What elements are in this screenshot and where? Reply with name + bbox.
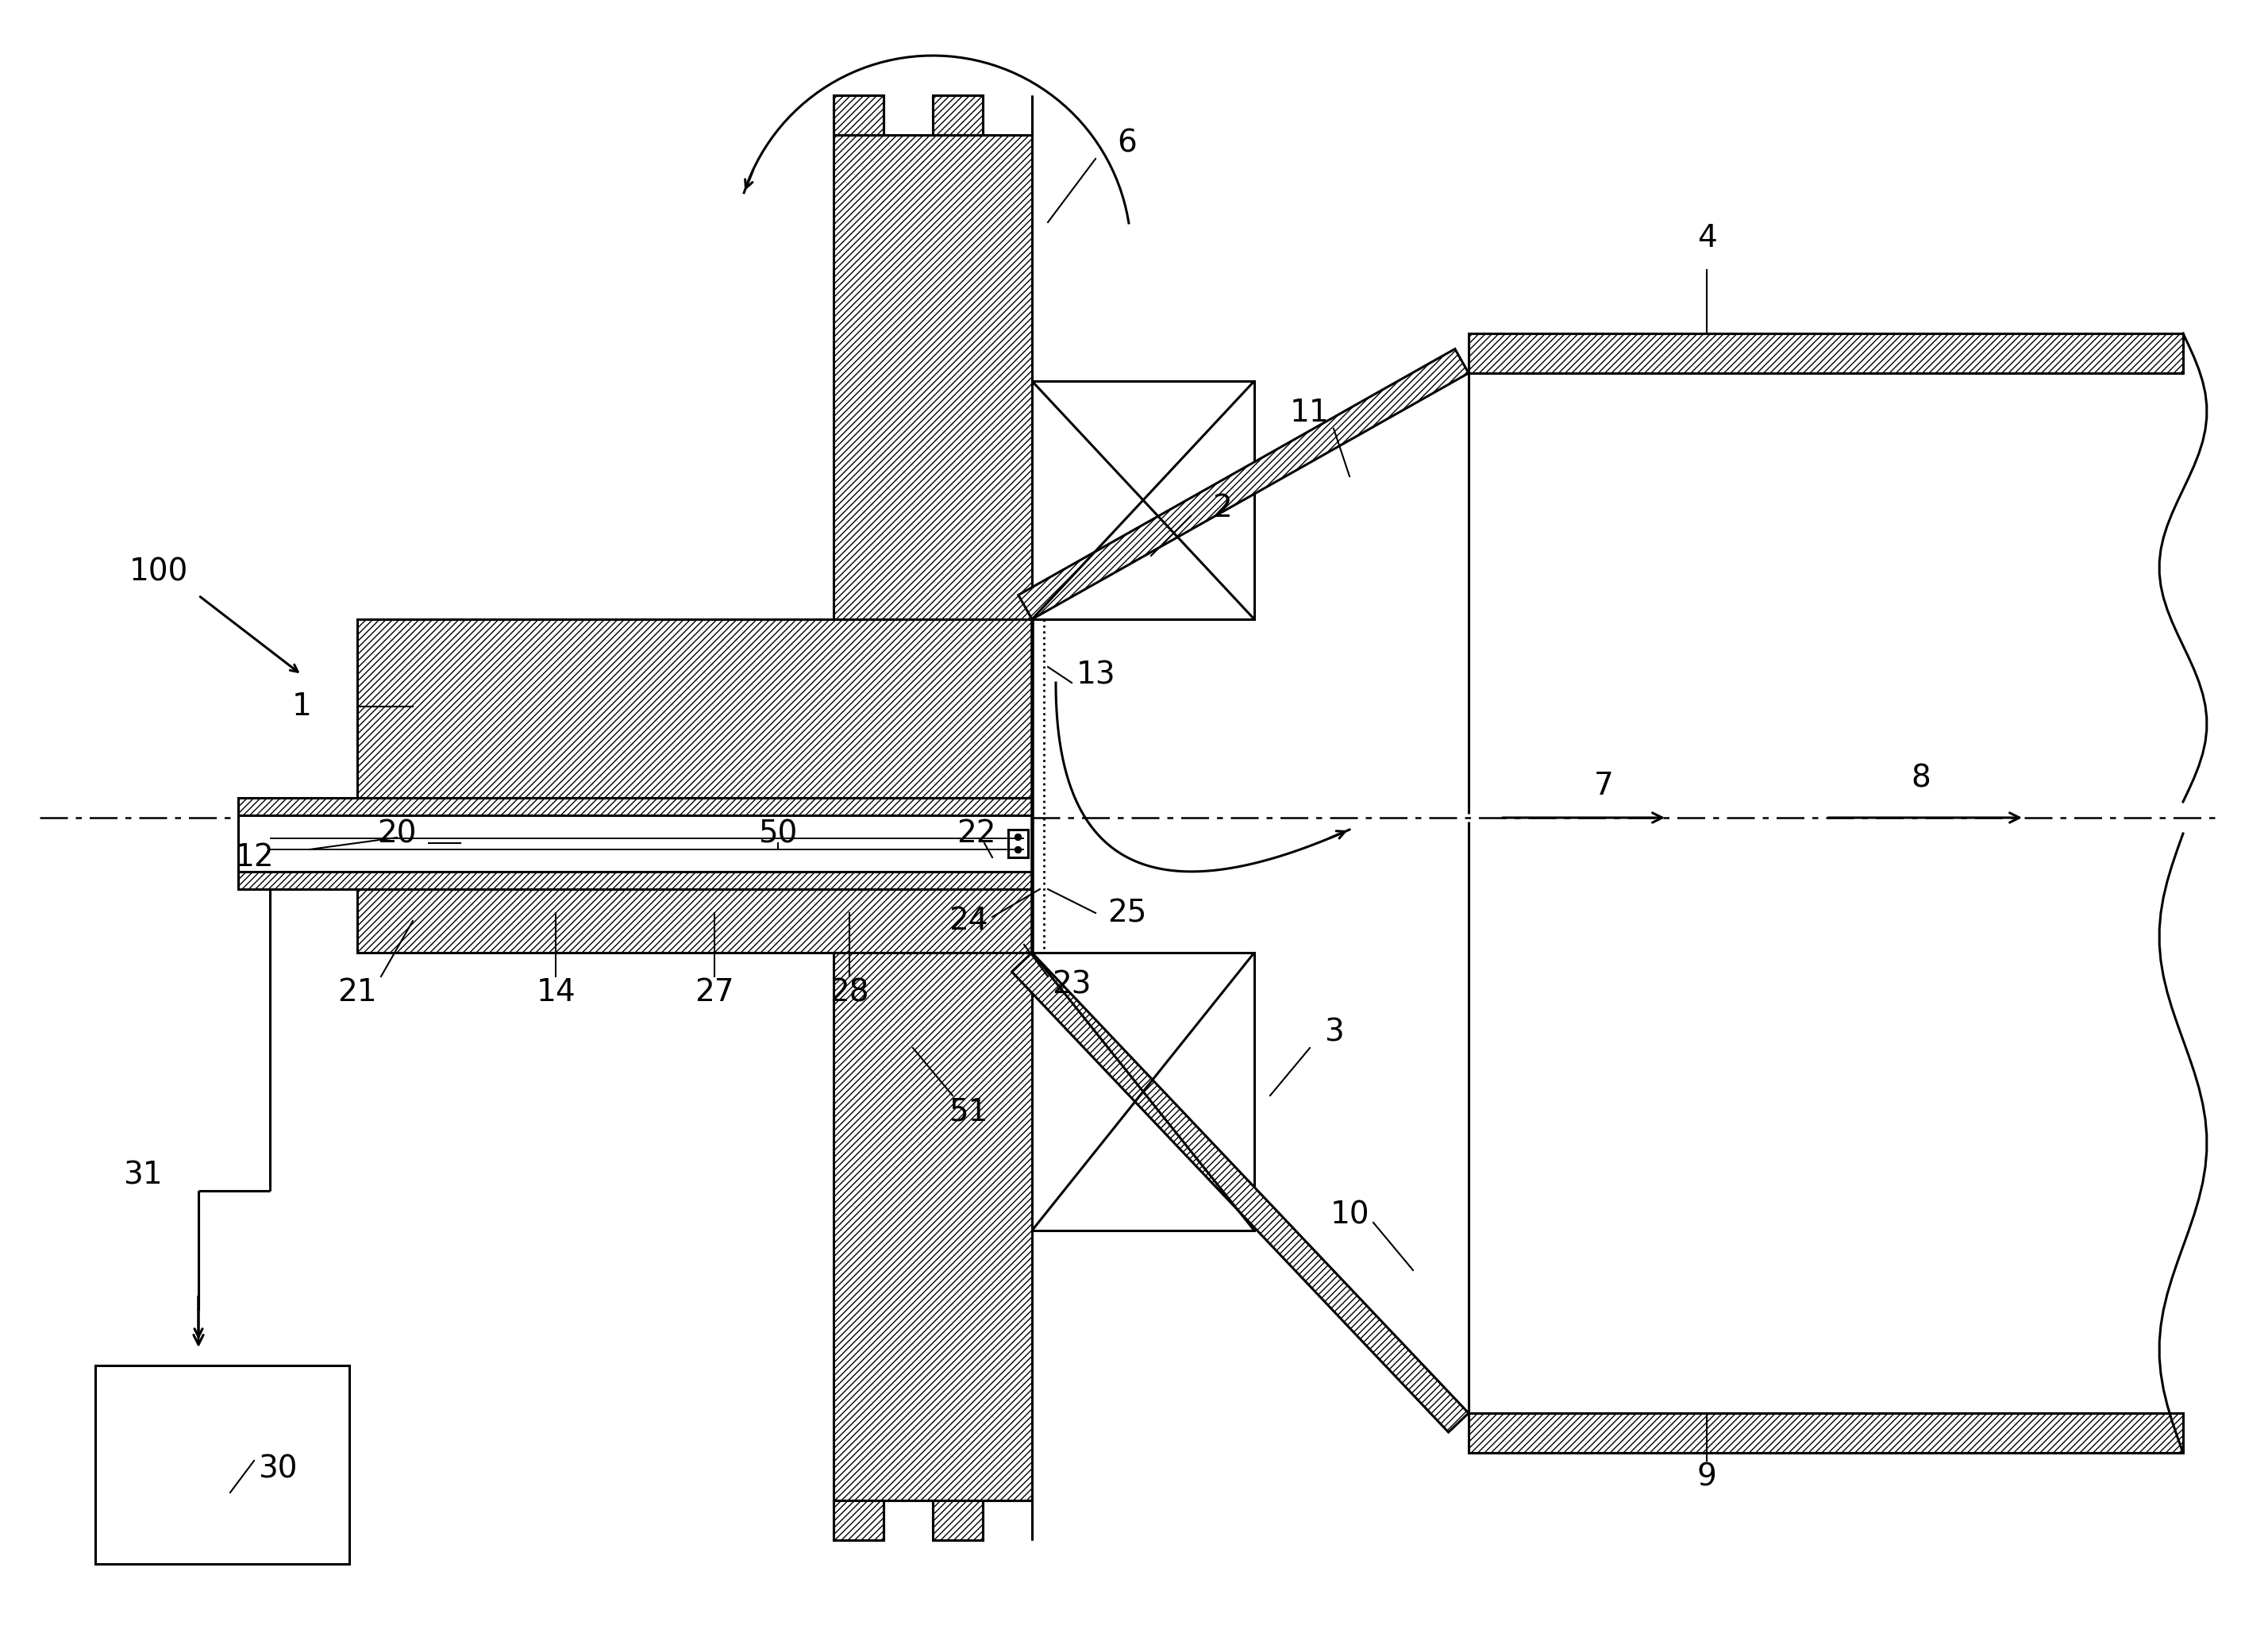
Bar	[95, 1365, 349, 1564]
Text: 23: 23	[1052, 970, 1091, 999]
Text: 4: 4	[1696, 224, 1717, 253]
Text: 12: 12	[234, 843, 274, 872]
Text: 3: 3	[1325, 1017, 1343, 1047]
Polygon shape	[1012, 952, 1470, 1432]
Bar	[1009, 830, 1027, 857]
Circle shape	[1014, 846, 1021, 852]
Text: 50: 50	[758, 818, 798, 849]
Text: 28: 28	[830, 977, 869, 1008]
Bar	[358, 619, 1032, 799]
Text: 20: 20	[376, 818, 417, 849]
Bar	[835, 952, 1032, 1501]
Text: 2: 2	[1213, 493, 1232, 523]
Text: 13: 13	[1075, 660, 1116, 689]
Bar	[238, 872, 1032, 888]
Bar	[238, 815, 1032, 872]
Text: 24: 24	[948, 906, 989, 936]
Text: 30: 30	[259, 1453, 297, 1484]
Bar	[1470, 333, 2184, 372]
Text: 11: 11	[1290, 398, 1329, 428]
Text: 9: 9	[1696, 1462, 1717, 1491]
Bar	[932, 95, 982, 136]
Text: 14: 14	[535, 977, 576, 1008]
Text: 1: 1	[293, 691, 311, 722]
Text: 31: 31	[122, 1159, 163, 1190]
Text: 7: 7	[1594, 771, 1613, 802]
Text: 8: 8	[1912, 763, 1930, 794]
Bar	[835, 136, 1032, 619]
Text: 100: 100	[129, 557, 188, 586]
Text: 27: 27	[694, 977, 735, 1008]
Text: 22: 22	[957, 818, 996, 849]
Polygon shape	[1018, 349, 1470, 619]
Text: 25: 25	[1107, 898, 1148, 928]
Bar	[932, 1501, 982, 1540]
Text: 21: 21	[338, 977, 376, 1008]
Bar	[358, 888, 1032, 952]
Text: 10: 10	[1329, 1200, 1370, 1230]
Bar	[238, 799, 1032, 815]
Text: 6: 6	[1118, 127, 1136, 158]
Bar	[1470, 1413, 2184, 1453]
Polygon shape	[1032, 952, 1254, 1231]
Bar	[835, 1501, 882, 1540]
Bar	[835, 95, 882, 136]
Text: 51: 51	[948, 1096, 989, 1127]
Polygon shape	[1032, 380, 1254, 619]
Circle shape	[1014, 834, 1021, 841]
